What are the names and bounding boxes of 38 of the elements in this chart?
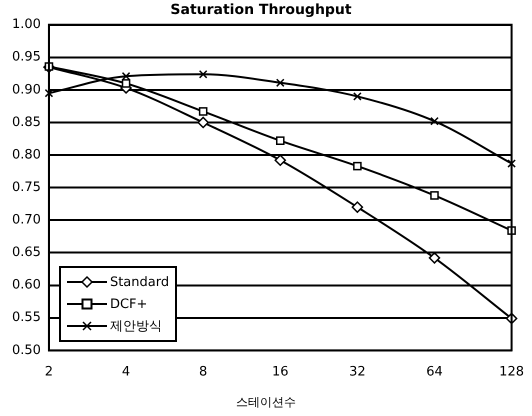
y-tick-label: 0.80: [12, 147, 41, 162]
y-tick-label: 0.90: [12, 82, 41, 98]
y-tick-label: 0.75: [12, 180, 41, 195]
y-tick-label: 0.95: [12, 50, 41, 65]
x-tick-label: 2: [44, 364, 54, 380]
y-tick-label: 0.55: [12, 310, 41, 326]
legend-label: DCF+: [110, 296, 148, 312]
point: [352, 201, 364, 213]
point: [198, 107, 208, 116]
point: [274, 154, 286, 166]
y-tick-label: 0.70: [12, 212, 41, 228]
x-tick-label: 64: [426, 364, 443, 380]
point: [507, 159, 516, 168]
point: [44, 88, 54, 98]
point: [353, 162, 362, 170]
y-tick-label: 0.85: [12, 114, 41, 130]
y-tick-label: 0.65: [12, 245, 41, 260]
x-tick-label: 16: [272, 364, 289, 380]
point: [430, 116, 439, 126]
x-tick-label: 4: [122, 364, 130, 380]
x-axis-title: 스테이션수: [235, 394, 297, 411]
point: [197, 116, 209, 128]
x-tick-label: 8: [199, 364, 208, 380]
y-tick-label: 1.00: [12, 17, 41, 32]
x-tick-label: 32: [349, 364, 366, 380]
point: [122, 79, 130, 88]
point: [276, 78, 285, 88]
point: [353, 92, 362, 101]
chart-title: Saturation Throughput: [170, 2, 352, 18]
point: [276, 136, 285, 145]
point: [428, 252, 440, 264]
legend-label: 제안방식: [110, 318, 162, 336]
point: [198, 70, 208, 79]
y-tick-label: 0.60: [12, 278, 41, 293]
point: [430, 191, 439, 200]
x-tick-label: 128: [499, 364, 524, 380]
y-tick-label: 0.50: [12, 342, 41, 358]
legend-label: Standard: [110, 274, 170, 290]
